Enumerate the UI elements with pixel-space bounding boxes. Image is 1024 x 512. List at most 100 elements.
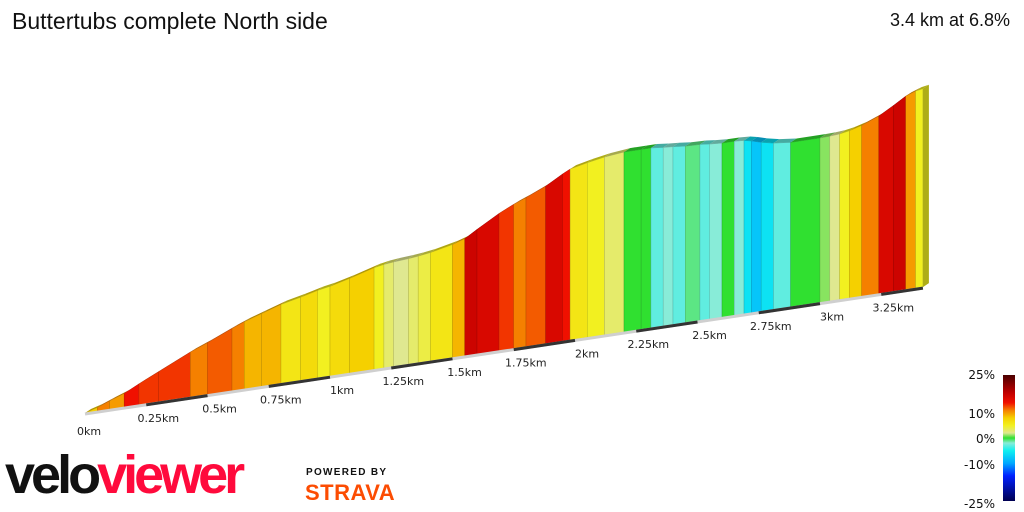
- profile-segment-top: [418, 248, 437, 257]
- profile-segment: [317, 286, 331, 379]
- profile-segment: [861, 115, 879, 297]
- profile-segment-top: [839, 126, 856, 135]
- profile-segment: [672, 146, 686, 325]
- profile-segment-top: [374, 260, 390, 268]
- x-tick-label: 1.75km: [505, 357, 547, 370]
- profile-segment: [383, 261, 394, 369]
- profile-segment-top: [261, 300, 287, 314]
- profile-segment-top: [109, 389, 131, 401]
- profile-segment-top: [330, 274, 356, 287]
- profile-segment: [190, 342, 208, 398]
- profile-segment-top: [663, 142, 679, 148]
- profile-segment: [685, 144, 701, 324]
- profile-segment-top: [300, 286, 324, 298]
- profile-segment-top: [317, 282, 336, 291]
- profile-segment-top: [85, 403, 104, 413]
- x-tick-label: 3.25km: [872, 301, 914, 314]
- profile-segment: [743, 140, 752, 315]
- x-tick-label: 2km: [575, 347, 599, 360]
- profile-segment: [207, 328, 233, 395]
- profile-segment: [452, 238, 465, 359]
- climb-summary: 3.4 km at 6.8%: [889, 10, 1010, 30]
- x-tick-label: 1.25km: [382, 375, 424, 388]
- x-tick-label: 2.5km: [692, 329, 727, 342]
- profile-segment-top: [408, 252, 425, 259]
- profile-segment: [839, 130, 850, 300]
- strava-logo: STRAVA: [305, 480, 396, 505]
- profile-segment: [513, 197, 527, 349]
- profile-segment: [393, 258, 409, 367]
- profile-segment-top: [673, 142, 692, 147]
- profile-segment-top: [829, 130, 846, 137]
- profile-segment: [138, 371, 159, 406]
- x-tick-label: 1.5km: [447, 366, 482, 379]
- axis-quarter-km-band: [146, 394, 208, 407]
- profile-segment: [158, 351, 191, 403]
- profile-segment-top: [790, 134, 826, 143]
- profile-segment: [761, 142, 774, 312]
- profile-segment-top: [699, 140, 716, 145]
- legend-label-neg10: -10%: [963, 458, 995, 472]
- axis-quarter-km-band: [881, 286, 924, 296]
- profile-segment: [300, 290, 318, 381]
- legend-label-min: -25%: [963, 497, 995, 511]
- profile-segment: [430, 244, 453, 362]
- profile-segment: [464, 229, 478, 357]
- axis-quarter-km-band: [513, 338, 576, 352]
- profile-end-face: [922, 84, 929, 288]
- profile-segment: [751, 140, 762, 314]
- profile-segment: [709, 142, 723, 320]
- x-tick-label: 2.25km: [627, 338, 669, 351]
- profile-segment: [244, 313, 262, 390]
- legend-label-10: 10%: [968, 407, 995, 421]
- profile-segment: [905, 90, 916, 290]
- profile-segment: [418, 252, 431, 364]
- profile-segment: [498, 204, 514, 352]
- profile-segment: [849, 125, 862, 299]
- x-tick-label: 1km: [330, 384, 354, 397]
- profile-segment-top: [452, 234, 471, 245]
- legend-label-0: 0%: [975, 432, 995, 446]
- profile-segment-top: [744, 136, 758, 142]
- profile-segment: [408, 255, 419, 365]
- grade-color-scale: [1003, 375, 1015, 501]
- profile-segment-top: [773, 138, 797, 144]
- profile-segment: [569, 162, 588, 341]
- profile-segment-top: [905, 87, 922, 97]
- axis-quarter-km-band: [268, 375, 331, 388]
- profile-segment: [373, 264, 385, 370]
- profile-segment: [349, 267, 375, 374]
- x-tick-label: 0km: [77, 425, 101, 438]
- profile-segment-top: [734, 136, 751, 142]
- profile-segment: [734, 140, 745, 316]
- profile-segment: [329, 278, 350, 377]
- profile-segment: [878, 105, 894, 295]
- profile-segment-top: [570, 158, 594, 170]
- profile-segment-top: [430, 240, 459, 253]
- axis-quarter-km-band: [636, 320, 698, 333]
- profile-segment: [640, 147, 652, 330]
- axis-quarter-km-band: [758, 302, 821, 315]
- x-tick-label: 0.75km: [260, 393, 302, 406]
- profile-segment: [915, 88, 924, 289]
- legend-label-max: 25%: [968, 368, 995, 382]
- profile-segment: [650, 147, 664, 329]
- profile-segment-top: [915, 84, 929, 92]
- profile-segment-top: [761, 138, 780, 144]
- profile-segment-top: [751, 137, 768, 143]
- profile-segment-top: [624, 145, 648, 153]
- profile-segment-top: [349, 263, 381, 279]
- profile-segment: [280, 296, 301, 384]
- profile-segment-top: [722, 137, 741, 144]
- profile-segment: [829, 133, 840, 302]
- profile-segment: [231, 321, 245, 392]
- chart-title: Buttertubs complete North side: [12, 8, 328, 34]
- profile-segment: [773, 142, 791, 310]
- x-tick-label: 2.75km: [750, 320, 792, 333]
- profile-segment-top: [650, 143, 670, 149]
- profile-segment-top: [587, 153, 611, 163]
- profile-segment: [587, 156, 605, 338]
- profile-segment: [562, 168, 571, 342]
- profile-segment-top: [685, 140, 706, 147]
